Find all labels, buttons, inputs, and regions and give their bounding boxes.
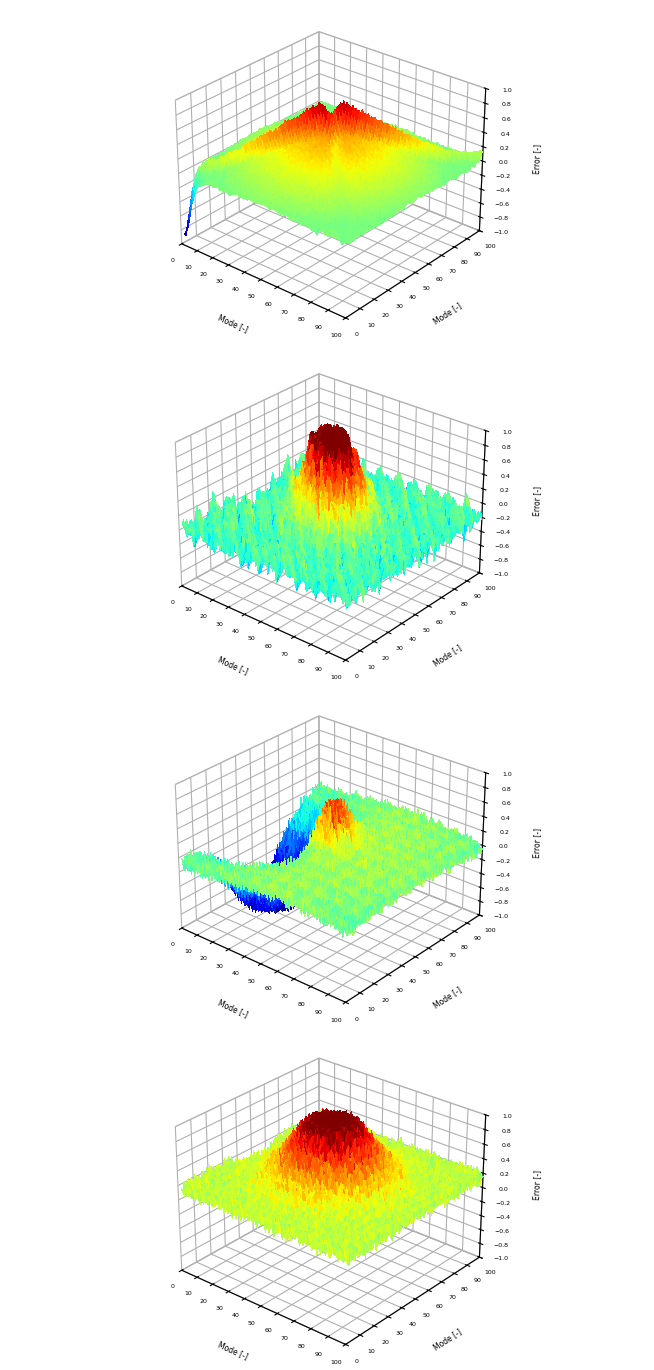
X-axis label: Mode [-]: Mode [-]	[216, 997, 249, 1019]
Y-axis label: Mode [-]: Mode [-]	[432, 301, 464, 326]
X-axis label: Mode [-]: Mode [-]	[216, 1340, 249, 1360]
X-axis label: Mode [-]: Mode [-]	[216, 655, 249, 677]
X-axis label: Mode [-]: Mode [-]	[216, 312, 249, 334]
Y-axis label: Mode [-]: Mode [-]	[432, 1328, 464, 1352]
Y-axis label: Mode [-]: Mode [-]	[432, 985, 464, 1010]
Y-axis label: Mode [-]: Mode [-]	[432, 643, 464, 669]
